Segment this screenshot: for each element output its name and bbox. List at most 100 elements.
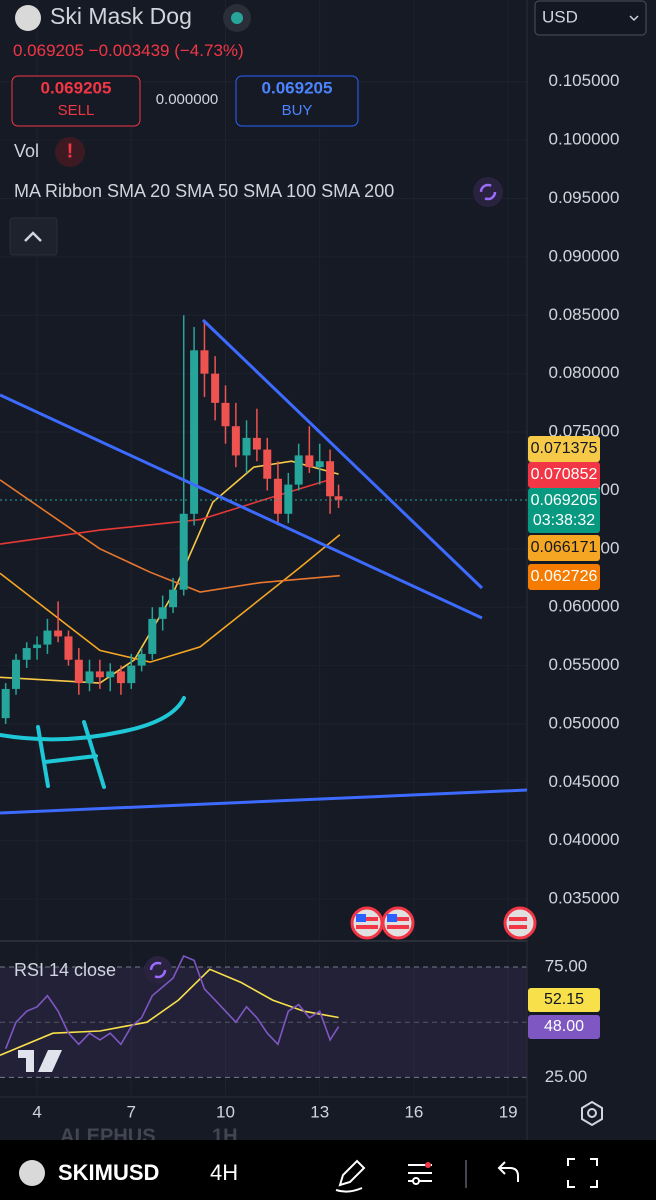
loading-icon — [473, 177, 503, 207]
y-tick-label: 0.090000 — [549, 246, 620, 265]
buy-button[interactable] — [235, 75, 359, 127]
y-tick-label: 0.055000 — [549, 655, 620, 674]
moving-average — [0, 479, 330, 545]
candle-body — [315, 461, 324, 468]
volume-label: Vol — [14, 141, 39, 161]
price-label-box — [528, 535, 600, 561]
candle-body — [252, 437, 261, 450]
marks — [0, 315, 343, 1057]
candle-body — [305, 455, 314, 468]
candle-body — [200, 350, 209, 374]
warning-icon[interactable] — [55, 137, 85, 167]
price-label: 0.066171 — [531, 539, 598, 556]
loading-ring — [479, 183, 497, 201]
x-tick-label: 16 — [404, 1102, 423, 1121]
undo-icon[interactable] — [497, 1161, 519, 1182]
candle-body — [148, 618, 157, 654]
moving-average — [0, 534, 341, 663]
rsi-value: 52.15 — [544, 991, 584, 1008]
candle-body — [74, 659, 83, 684]
price-label-box — [528, 564, 600, 590]
candle-body — [64, 636, 73, 660]
sell-label: SELL — [58, 102, 95, 119]
chevron — [629, 15, 639, 22]
candle-body — [221, 402, 230, 427]
drawing — [0, 696, 186, 742]
candle-body — [231, 426, 240, 456]
countdown: 03:38:32 — [533, 512, 595, 529]
candle-body — [106, 671, 115, 678]
rsi-value: 48.00 — [544, 1018, 584, 1035]
candle-body — [12, 659, 21, 689]
y-tick-label: 0.040000 — [549, 830, 620, 849]
rsi-title: RSI 14 close — [14, 960, 116, 980]
x-tick-label: 10 — [216, 1102, 235, 1121]
symbol-avatar — [15, 5, 41, 31]
market-status-dot — [231, 12, 243, 24]
symbol[interactable]: SKIMUSD — [58, 1160, 159, 1185]
candle-body — [22, 648, 31, 660]
warning-mark: ! — [67, 140, 74, 162]
candle-body — [326, 461, 335, 497]
candle-body — [85, 671, 94, 684]
candle-body — [294, 455, 303, 485]
y-tick-label: 0.085000 — [549, 305, 620, 324]
candle-body — [284, 484, 293, 514]
currency-select[interactable] — [534, 0, 647, 36]
price-label: 0.069205 — [531, 492, 598, 509]
sell-button[interactable] — [11, 75, 141, 127]
candle-body — [1, 688, 10, 719]
y-tick-label: 0.080000 — [549, 363, 620, 382]
rsi-line — [4, 954, 340, 1049]
candle-body — [43, 630, 52, 645]
fullscreen-icon[interactable] — [567, 1158, 598, 1188]
axis-labels: 4 7 10 13 16 19 0.105000 0.100000 0.095000 0.0900… — [32, 71, 619, 1121]
candle-body — [334, 496, 343, 500]
collapse-button[interactable] — [9, 217, 58, 256]
x-tick-label: 13 — [310, 1102, 329, 1121]
loading-ring — [149, 961, 167, 979]
settings-icon[interactable] — [581, 1100, 603, 1127]
candle-body — [263, 449, 272, 479]
rsi-line — [0, 968, 339, 1057]
price-label-box — [528, 488, 600, 533]
candle-body — [127, 665, 136, 684]
candle-body — [211, 373, 220, 403]
y-tick-label: 75.00 — [545, 957, 588, 976]
loading-icon — [144, 956, 172, 984]
y-tick-label: 25.00 — [545, 1067, 588, 1086]
y-tick-label: 0.060000 — [549, 597, 620, 616]
candle-body — [273, 478, 282, 514]
candle-body — [179, 513, 188, 590]
price-label-box — [528, 436, 600, 462]
drawing — [36, 720, 106, 789]
y-tick-label: 0.100000 — [549, 130, 620, 149]
y-tick-label: 0.035000 — [549, 889, 620, 908]
y-tick-label: 0.095000 — [549, 188, 620, 207]
price-label-box — [528, 462, 600, 488]
candle-body — [242, 437, 251, 456]
candle-body — [158, 607, 167, 619]
symbol-avatar[interactable] — [19, 1160, 45, 1186]
collapse-icon — [24, 231, 42, 242]
candle-body — [116, 671, 125, 684]
moving-average — [0, 479, 340, 593]
y-tick-label: 0.050000 — [549, 713, 620, 732]
price-label: 0.071375 — [531, 440, 598, 457]
draw-icon[interactable] — [335, 1159, 366, 1193]
candle-body — [54, 630, 63, 637]
rsi-value-box — [528, 1015, 600, 1039]
interval[interactable]: 4H — [210, 1160, 238, 1185]
y-tick-label: 0.075000 — [549, 422, 620, 441]
event-flags[interactable] — [350, 906, 537, 940]
settings-icon-dot — [587, 1108, 597, 1118]
indicators-dot — [425, 1162, 431, 1168]
indicator-label: MA Ribbon SMA 20 SMA 50 SMA 100 SMA 200 — [14, 181, 394, 201]
x-tick-label: 4 — [32, 1102, 41, 1121]
price-label: 0.070852 — [531, 466, 598, 483]
y-tick-label: 0.045000 — [549, 772, 620, 791]
trend-line — [0, 788, 528, 815]
symbol-title: Ski Mask Dog — [50, 3, 192, 29]
candle-body — [190, 350, 199, 514]
candle-body — [95, 671, 104, 678]
